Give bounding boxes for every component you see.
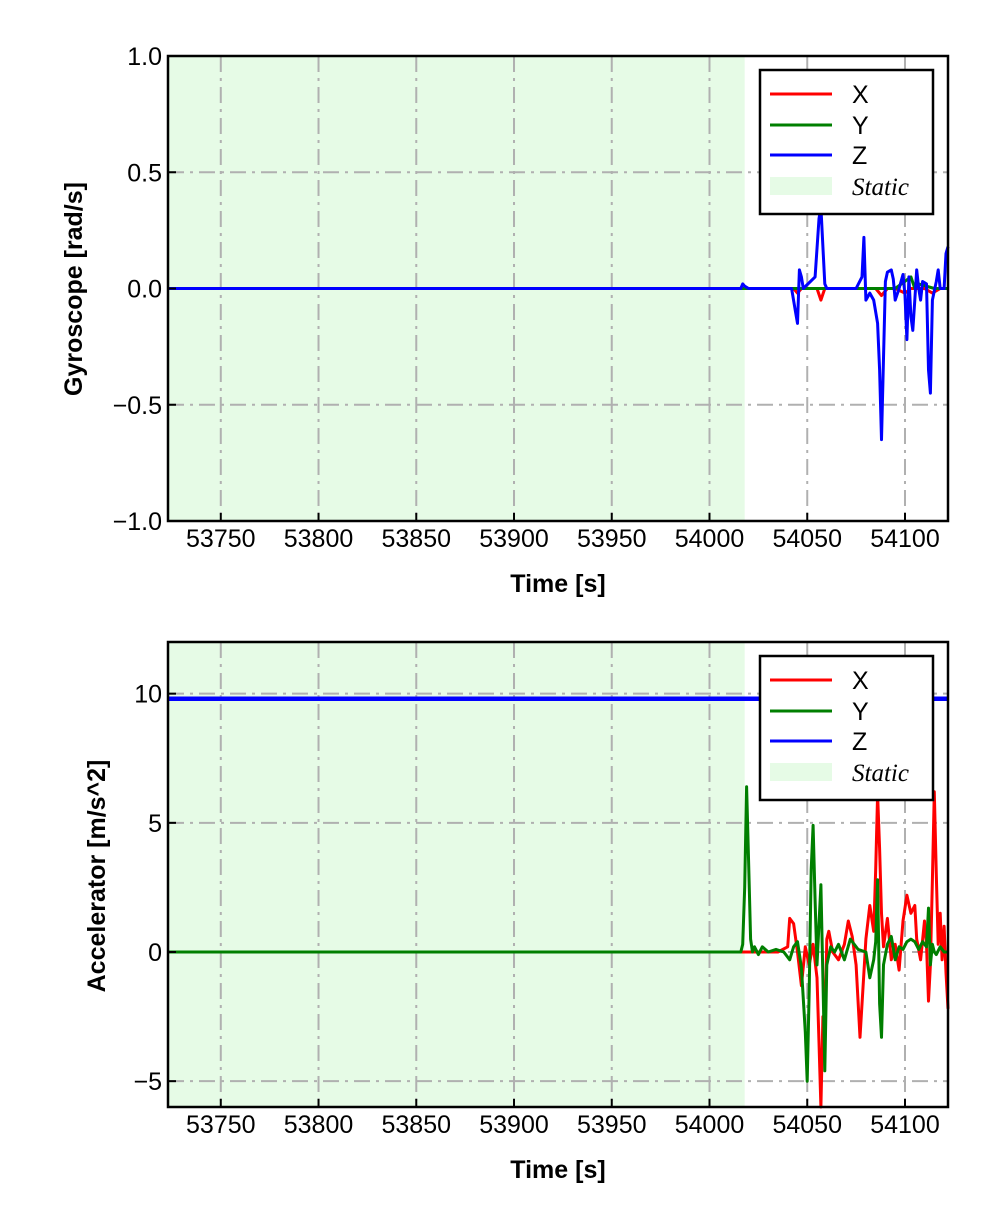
x-tick-label: 54050 — [772, 1111, 842, 1139]
y-tick-label: 0 — [148, 939, 162, 967]
y-tick-label: 1.0 — [127, 43, 162, 71]
x-tick-label: 53800 — [284, 525, 354, 553]
legend-label-x: X — [852, 667, 869, 695]
legend-label-z: Z — [852, 728, 867, 756]
legend-label-static: Static — [852, 760, 909, 787]
legend-label-y: Y — [852, 112, 869, 140]
series-line-y — [168, 785, 948, 1083]
series-line-z — [168, 205, 950, 442]
x-axis-title: Time [s] — [510, 570, 605, 598]
x-tick-label: 53950 — [577, 1111, 647, 1139]
y-tick-label: 5 — [148, 810, 162, 838]
x-tick-label: 54050 — [772, 525, 842, 553]
series-layer — [168, 205, 950, 442]
y-axis-title: Gyroscope [rad/s] — [60, 182, 88, 396]
legend-swatch-static — [770, 177, 832, 195]
x-tick-label: 53750 — [186, 525, 256, 553]
legend: X Y Z Static — [758, 654, 935, 802]
x-tick-label: 53900 — [479, 1111, 549, 1139]
legend-swatch-static — [770, 763, 832, 781]
y-axis: −1.0 −0.5 0.0 0.5 1.0 — [113, 43, 176, 536]
accelerator-chart: 53750 53800 53850 53900 53950 54000 54050 54100… — [83, 640, 950, 1184]
y-axis: −5 0 5 10 — [133, 681, 176, 1096]
legend: X Y Z Static — [758, 68, 935, 216]
x-tick-label: 53850 — [382, 1111, 452, 1139]
y-axis-title: Accelerator [m/s^2] — [83, 760, 111, 993]
y-tick-label: −1.0 — [113, 508, 162, 536]
x-axis: 53750 53800 53850 53900 53950 54000 54050 54100 — [186, 1099, 940, 1139]
gyroscope-chart: 53750 53800 53850 53900 53950 54000 54050 54100… — [60, 43, 950, 598]
y-tick-label: −5 — [133, 1068, 162, 1096]
y-tick-label: −0.5 — [113, 392, 162, 420]
x-tick-label: 53750 — [186, 1111, 256, 1139]
static-region — [168, 642, 745, 1107]
x-tick-label: 54000 — [675, 525, 745, 553]
x-tick-label: 53950 — [577, 525, 647, 553]
legend-label-z: Z — [852, 142, 867, 170]
y-tick-label: 10 — [134, 681, 162, 709]
legend-label-static: Static — [852, 174, 909, 201]
x-tick-label: 53850 — [382, 525, 452, 553]
y-tick-label: 0.0 — [127, 276, 162, 304]
x-tick-label: 54000 — [675, 1111, 745, 1139]
y-tick-label: 0.5 — [127, 159, 162, 187]
x-tick-label: 53900 — [479, 525, 549, 553]
plot-frame — [166, 640, 950, 1109]
static-region-layer — [168, 642, 745, 1107]
x-tick-label: 54100 — [870, 525, 940, 553]
legend-label-y: Y — [852, 698, 869, 726]
x-tick-label: 53800 — [284, 1111, 354, 1139]
x-axis: 53750 53800 53850 53900 53950 54000 54050 54100 — [186, 513, 940, 553]
x-tick-label: 54100 — [870, 1111, 940, 1139]
x-axis-title: Time [s] — [510, 1156, 605, 1184]
legend-label-x: X — [852, 81, 869, 109]
